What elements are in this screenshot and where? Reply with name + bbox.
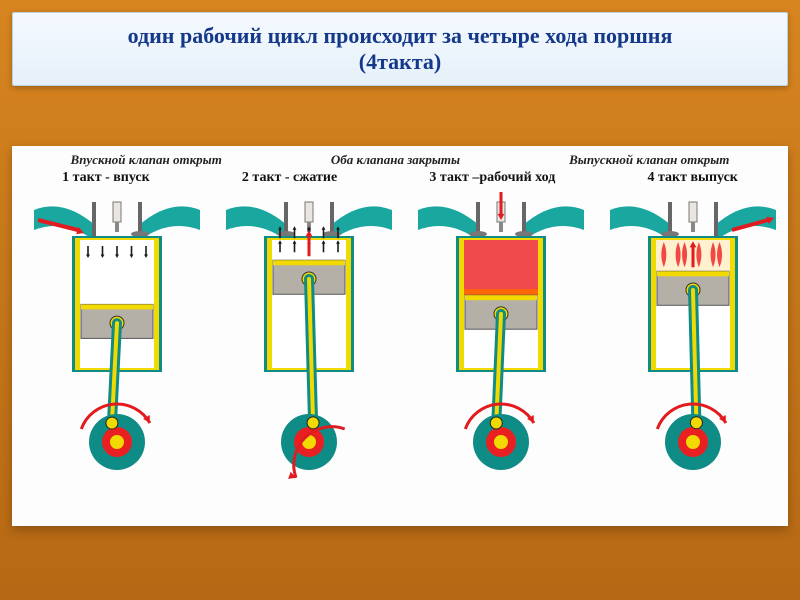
valve-label-both-closed: Оба клапана закрыты [331, 152, 460, 168]
cylinder-diagram-1 [22, 192, 202, 502]
title-box: один рабочий цикл происходит за четыре х… [12, 12, 788, 86]
stroke-label-1: 1 такт - впуск [62, 170, 150, 186]
cylinder-diagram-3 [406, 192, 586, 502]
stroke-label-3: 3 такт –рабочий ход [429, 170, 555, 186]
engine-stroke-svg [598, 192, 778, 502]
stroke-label-2: 2 такт - сжатие [242, 170, 337, 186]
engine-stroke-svg [22, 192, 202, 502]
engine-stroke-svg [406, 192, 586, 502]
stroke-label-4: 4 такт выпуск [647, 170, 737, 186]
engine-stroke-svg [214, 192, 394, 502]
valve-label-intake-open: Впускной клапан открыт [71, 152, 222, 168]
slide: один рабочий цикл происходит за четыре х… [0, 0, 800, 600]
title-line-1: один рабочий цикл происходит за четыре х… [31, 23, 769, 49]
cylinder-diagram-4 [598, 192, 778, 502]
stroke-label-row: 1 такт - впуск 2 такт - сжатие 3 такт –р… [16, 170, 784, 186]
valve-state-row: Впускной клапан открыт Оба клапана закры… [16, 152, 784, 168]
valve-label-exhaust-open: Выпускной клапан открыт [569, 152, 729, 168]
figure-area: Впускной клапан открыт Оба клапана закры… [12, 146, 788, 526]
cylinder-diagram-2 [214, 192, 394, 502]
title-line-2: (4такта) [31, 49, 769, 75]
cylinder-row [16, 192, 784, 502]
